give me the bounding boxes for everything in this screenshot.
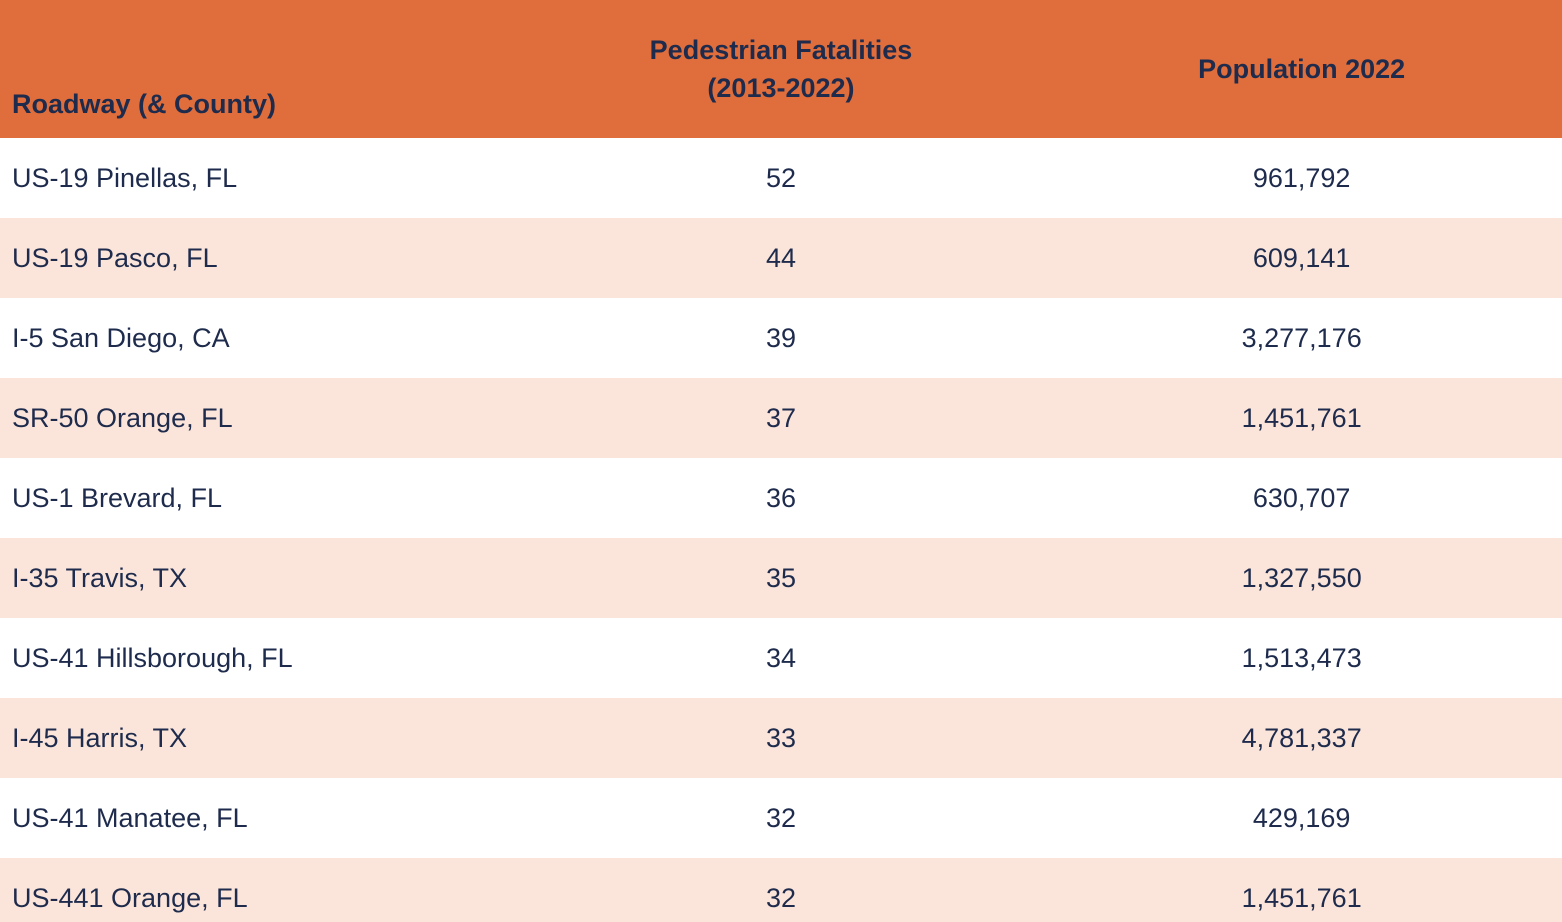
table-body: US-19 Pinellas, FL 52 961,792 US-19 Pasc… <box>0 138 1562 922</box>
cell-roadway: SR-50 Orange, FL <box>12 402 233 433</box>
table-row: US-41 Manatee, FL 32 429,169 <box>0 778 1562 858</box>
cell-roadway: US-441 Orange, FL <box>12 882 248 913</box>
cell-population: 630,707 <box>1252 482 1351 513</box>
cell-fatalities: 39 <box>765 322 796 353</box>
table-row: US-19 Pasco, FL 44 609,141 <box>0 218 1562 298</box>
cell-roadway: US-41 Manatee, FL <box>12 802 248 833</box>
column-header-fatalities-line1: Pedestrian Fatalities <box>649 35 913 65</box>
cell-fatalities: 44 <box>765 242 796 273</box>
column-header-fatalities-line2: (2013-2022) <box>707 73 855 103</box>
cell-roadway: I-5 San Diego, CA <box>12 322 230 353</box>
cell-roadway: US-41 Hillsborough, FL <box>12 642 293 673</box>
cell-roadway: US-19 Pinellas, FL <box>12 162 238 193</box>
table-row: US-1 Brevard, FL 36 630,707 <box>0 458 1562 538</box>
table-header: Roadway (& County) Pedestrian Fatalities… <box>0 0 1562 138</box>
column-header-fatalities: Pedestrian Fatalities (2013-2022) <box>520 0 1042 138</box>
table-row: US-441 Orange, FL 32 1,451,761 <box>0 858 1562 922</box>
cell-roadway: I-45 Harris, TX <box>12 722 188 753</box>
cell-fatalities: 32 <box>765 802 796 833</box>
cell-population: 1,327,550 <box>1241 562 1362 593</box>
cell-fatalities: 35 <box>765 562 796 593</box>
table-row: I-45 Harris, TX 33 4,781,337 <box>0 698 1562 778</box>
cell-roadway: US-1 Brevard, FL <box>12 482 223 513</box>
cell-roadway: US-19 Pasco, FL <box>12 242 218 273</box>
cell-population: 609,141 <box>1252 242 1351 273</box>
cell-population: 1,451,761 <box>1241 402 1362 433</box>
cell-fatalities: 33 <box>765 722 796 753</box>
cell-fatalities: 32 <box>765 882 796 913</box>
column-header-population-label: Population 2022 <box>1198 53 1406 84</box>
table-row: US-19 Pinellas, FL 52 961,792 <box>0 138 1562 218</box>
column-header-population: Population 2022 <box>1041 0 1562 138</box>
cell-population: 1,513,473 <box>1241 642 1362 673</box>
cell-population: 961,792 <box>1252 162 1351 193</box>
column-header-roadway-label: Roadway (& County) <box>12 89 277 119</box>
cell-fatalities: 34 <box>765 642 796 673</box>
table-row: I-5 San Diego, CA 39 3,277,176 <box>0 298 1562 378</box>
cell-fatalities: 37 <box>765 402 796 433</box>
cell-fatalities: 36 <box>765 482 796 513</box>
cell-roadway: I-35 Travis, TX <box>12 562 188 593</box>
cell-population: 1,451,761 <box>1241 882 1362 913</box>
cell-population: 3,277,176 <box>1241 322 1362 353</box>
cell-population: 429,169 <box>1252 802 1351 833</box>
table-row: SR-50 Orange, FL 37 1,451,761 <box>0 378 1562 458</box>
cell-fatalities: 52 <box>765 162 796 193</box>
table-row: I-35 Travis, TX 35 1,327,550 <box>0 538 1562 618</box>
header-row: Roadway (& County) Pedestrian Fatalities… <box>0 0 1562 138</box>
column-header-roadway: Roadway (& County) <box>0 0 521 138</box>
table-row: US-41 Hillsborough, FL 34 1,513,473 <box>0 618 1562 698</box>
cell-population: 4,781,337 <box>1241 722 1362 753</box>
